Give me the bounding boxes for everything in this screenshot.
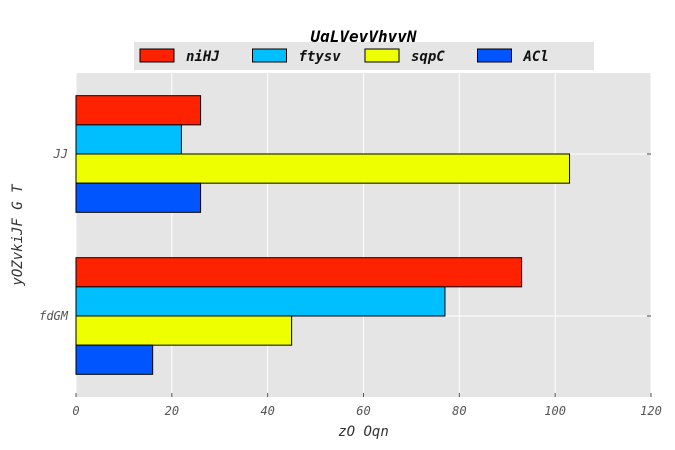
y-tick-label: JJ bbox=[53, 147, 68, 161]
legend: niHJ ftysv sqpC ACl bbox=[134, 42, 594, 70]
legend-label-ftysv: ftysv bbox=[299, 49, 342, 65]
x-tick-label: 20 bbox=[165, 404, 179, 418]
x-tick-label: 40 bbox=[260, 404, 274, 418]
legend-swatch-niHJ bbox=[139, 48, 175, 63]
x-tick-label: 120 bbox=[640, 404, 662, 418]
x-tick-label: 80 bbox=[452, 404, 466, 418]
legend-box bbox=[134, 42, 594, 70]
bar-ACl-JJ bbox=[75, 182, 202, 213]
bar-sqpC-JJ bbox=[75, 153, 571, 184]
x-tick-label: 100 bbox=[544, 404, 566, 418]
bar-sqpC-fdGM bbox=[75, 315, 293, 346]
x-tick-label: 0 bbox=[72, 404, 79, 418]
x-tick-label: 60 bbox=[356, 404, 370, 418]
y-axis-label: yOZvkiJF G T bbox=[10, 183, 26, 287]
bar-niHJ-JJ bbox=[75, 95, 202, 126]
legend-swatch-ACl bbox=[477, 48, 512, 63]
legend-swatch-sqpC bbox=[364, 48, 400, 63]
y-tick-label: fdGM bbox=[39, 309, 69, 323]
chart-title: UqLVevVhvvN bbox=[311, 27, 417, 46]
legend-label-sqpC: sqpC bbox=[411, 49, 445, 65]
bar-ftysv-fdGM bbox=[75, 286, 446, 317]
legend-swatch-ftysv bbox=[252, 48, 287, 63]
bar-niHJ-fdGM bbox=[75, 257, 523, 288]
bar-ftysv-JJ bbox=[75, 124, 182, 155]
bar-ACl-fdGM bbox=[75, 344, 154, 375]
legend-label-ACl: ACl bbox=[523, 49, 549, 65]
x-axis: 0 20 40 60 80 100 120 bbox=[72, 393, 662, 418]
y-axis: fdGM JJ bbox=[39, 147, 651, 323]
legend-label-niHJ: niHJ bbox=[186, 49, 220, 65]
bars bbox=[75, 95, 571, 375]
x-axis-label: zO Oqn bbox=[338, 424, 389, 440]
